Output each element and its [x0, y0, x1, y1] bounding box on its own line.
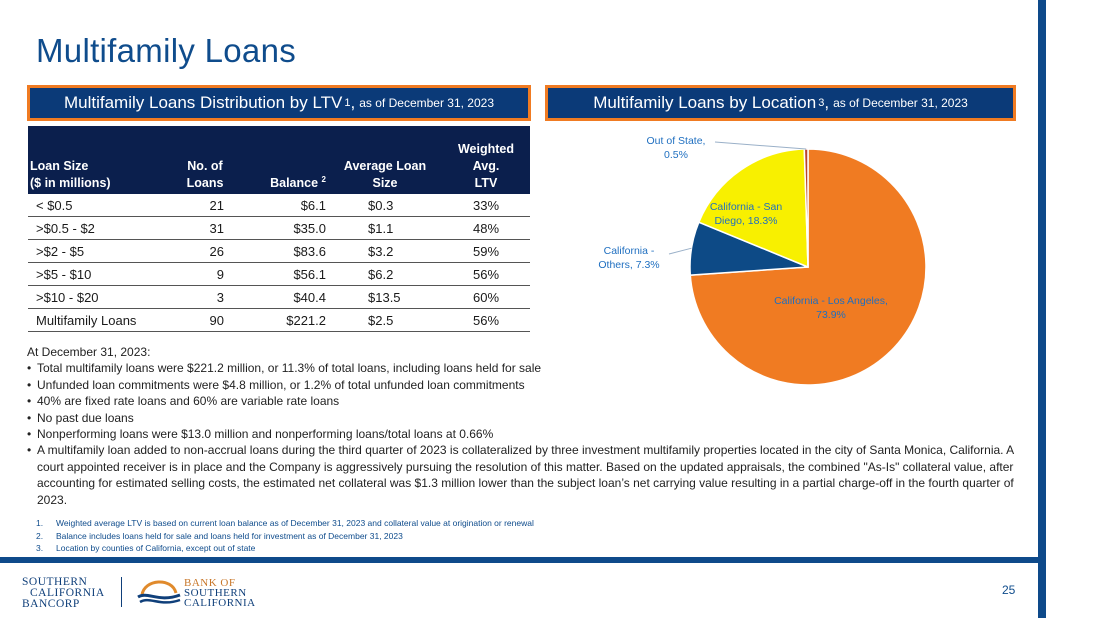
- col-header-weighted-ltv: Weighted Avg. LTV: [442, 126, 530, 194]
- list-item: Total multifamily loans were $221.2 mill…: [27, 360, 1027, 377]
- location-panel-title: Multifamily Loans by Location: [593, 93, 817, 112]
- pie-label-san-diego: California - San Diego, 18.3%: [709, 201, 783, 227]
- logo-divider: [121, 577, 122, 607]
- cell-loan-size: >$5 - $10: [28, 262, 172, 286]
- cell-balance: $35.0: [238, 216, 328, 240]
- cell-weighted-ltv: 56%: [442, 308, 530, 332]
- col-header-no-of-loans: No. of Loans: [172, 126, 238, 194]
- cell-loan-size: < $0.5: [28, 194, 172, 217]
- list-item: No past due loans: [27, 410, 1027, 427]
- cell-weighted-ltv: 60%: [442, 285, 530, 309]
- list-item: Unfunded loan commitments were $4.8 mill…: [27, 377, 1027, 394]
- cell-no-of-loans: 31: [172, 216, 238, 240]
- location-panel-footnote-ref: 3: [818, 97, 825, 109]
- location-panel-comma: ,: [824, 93, 830, 112]
- ltv-panel-asof: as of December 31, 2023: [359, 96, 494, 110]
- col-header-average-loan-size: Average Loan Size: [328, 126, 442, 194]
- footnote-item: 1. Weighted average LTV is based on curre…: [36, 518, 534, 528]
- location-pie-chart: California - Los Angeles, 73.9% Californi…: [545, 126, 1016, 396]
- pie-label-los-angeles: California - Los Angeles, 73.9%: [774, 295, 888, 321]
- ltv-panel-footnote-ref: 1: [344, 97, 351, 109]
- cell-average-loan-size: $2.5: [328, 308, 442, 332]
- ltv-distribution-table: Loan Size ($ in millions) No. of Loans Bal…: [28, 126, 530, 332]
- cell-weighted-ltv: 33%: [442, 194, 530, 217]
- table-total-row: Multifamily Loans 90 $221.2 $2.5 56%: [28, 308, 530, 332]
- pie-label-out-of-state: Out of State, 0.5%: [646, 135, 706, 161]
- notes-intro: At December 31, 2023:: [27, 345, 151, 359]
- ltv-panel-header: Multifamily Loans Distribution by LTV 1,…: [27, 85, 531, 121]
- cell-balance: $40.4: [238, 285, 328, 309]
- pie-label-others: California - Others, 7.3%: [598, 245, 660, 271]
- table-row: >$2 - $5 26 $83.6 $3.2 59%: [28, 239, 530, 263]
- cell-weighted-ltv: 48%: [442, 216, 530, 240]
- bottom-accent-bar: [0, 557, 1040, 563]
- cell-no-of-loans: 26: [172, 239, 238, 263]
- cell-no-of-loans: 9: [172, 262, 238, 286]
- cell-average-loan-size: $1.1: [328, 216, 442, 240]
- cell-loan-size: >$0.5 - $2: [28, 216, 172, 240]
- table-row: >$5 - $10 9 $56.1 $6.2 56%: [28, 262, 530, 286]
- notes-list: Total multifamily loans were $221.2 mill…: [27, 360, 1027, 508]
- table-header-row: Loan Size ($ in millions) No. of Loans Bal…: [28, 126, 530, 194]
- list-item: Nonperforming loans were $13.0 million a…: [27, 426, 1027, 443]
- cell-loan-size: >$2 - $5: [28, 239, 172, 263]
- table-row: >$10 - $20 3 $40.4 $13.5 60%: [28, 285, 530, 309]
- pie-leader-others: [668, 247, 692, 255]
- cell-balance: $83.6: [238, 239, 328, 263]
- cell-loan-size: Multifamily Loans: [28, 308, 172, 332]
- location-panel-asof: as of December 31, 2023: [833, 96, 968, 110]
- notes-section: At December 31, 2023: Total multifamily …: [27, 344, 1027, 508]
- footnote-item: 3. Location by counties of California, ex…: [36, 543, 256, 553]
- table-row: >$0.5 - $2 31 $35.0 $1.1 48%: [28, 216, 530, 240]
- list-item: 40% are fixed rate loans and 60% are var…: [27, 393, 1027, 410]
- ltv-panel-title: Multifamily Loans Distribution by LTV: [63, 93, 343, 112]
- cell-average-loan-size: $0.3: [328, 194, 442, 217]
- ltv-panel-comma: ,: [350, 93, 356, 112]
- cell-balance: $56.1: [238, 262, 328, 286]
- bank-of-southern-california-logo: BANK OF SOUTHERN CALIFORNIA: [184, 577, 256, 609]
- cell-weighted-ltv: 56%: [442, 262, 530, 286]
- table-row: < $0.5 21 $6.1 $0.3 33%: [28, 194, 530, 217]
- list-item: A multifamily loan added to non-accrual …: [27, 442, 1027, 508]
- cell-balance: $221.2: [238, 308, 328, 332]
- cell-no-of-loans: 21: [172, 194, 238, 217]
- col-header-balance: Balance 2: [238, 126, 328, 194]
- pie-svg: [668, 141, 927, 386]
- right-accent-bar: [1038, 0, 1046, 618]
- page-number: 25: [1002, 583, 1016, 597]
- footnotes: 1. Weighted average LTV is based on curre…: [36, 517, 534, 555]
- page-title: Multifamily Loans: [36, 32, 297, 69]
- footnote-item: 2. Balance includes loans held for sale a…: [36, 530, 403, 541]
- bank-logo-icon: [137, 580, 181, 604]
- cell-balance: $6.1: [238, 194, 328, 217]
- cell-weighted-ltv: 59%: [442, 239, 530, 263]
- cell-average-loan-size: $3.2: [328, 239, 442, 263]
- cell-no-of-loans: 3: [172, 285, 238, 309]
- pie-slice-san-diego: [697, 148, 809, 269]
- cell-average-loan-size: $6.2: [328, 262, 442, 286]
- pie-leader-out-of-state: [714, 141, 807, 150]
- cell-loan-size: >$10 - $20: [28, 285, 172, 309]
- southern-california-bancorp-logo: SOUTHERN CALIFORNIA BANCORP: [22, 576, 105, 610]
- cell-no-of-loans: 90: [172, 308, 238, 332]
- col-header-loan-size: Loan Size ($ in millions): [28, 126, 172, 194]
- location-panel-header: Multifamily Loans by Location 3, as of D…: [545, 85, 1016, 121]
- cell-average-loan-size: $13.5: [328, 285, 442, 309]
